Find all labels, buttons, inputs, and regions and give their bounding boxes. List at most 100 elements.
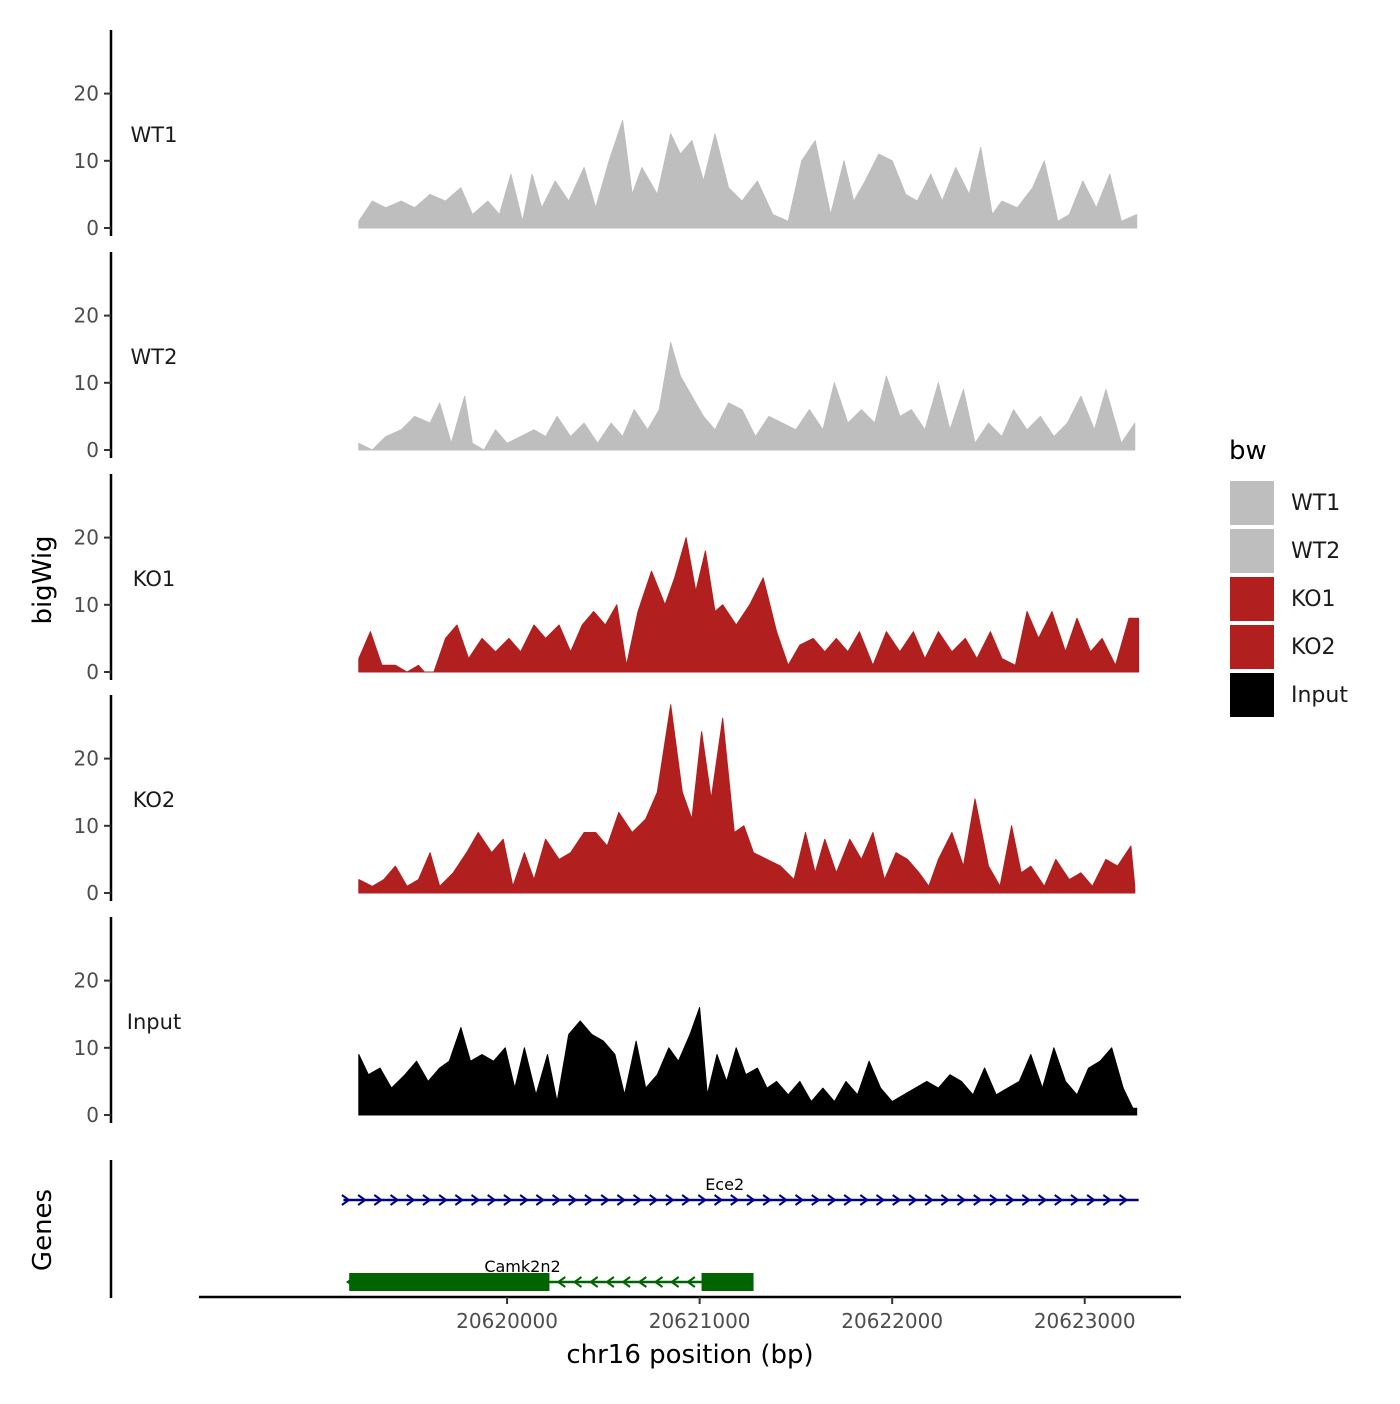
y-tick-label: 0 bbox=[86, 881, 99, 905]
strand-chevron bbox=[811, 1194, 821, 1206]
legend-swatch-wt2 bbox=[1228, 527, 1276, 575]
legend-label-wt1: WT1 bbox=[1291, 491, 1340, 516]
legend-label-wt2: WT2 bbox=[1291, 539, 1340, 564]
legend: bw WT1 WT2 KO1 KO2 Input bbox=[1228, 436, 1348, 719]
strand-chevron bbox=[1070, 1194, 1080, 1206]
strand-chevron bbox=[389, 1194, 400, 1206]
track-label: KO1 bbox=[133, 567, 176, 591]
exon-block bbox=[349, 1273, 550, 1291]
legend-title: bw bbox=[1229, 436, 1267, 466]
signal-tracks: 0 10 20 WT1 0 10 20 WT2 0 10 20 KO1 0 10 20 KO2 0 10 20 Inp… bbox=[74, 30, 1140, 1127]
track-ko2: 0 10 20 KO2 bbox=[74, 695, 1136, 905]
y-tick-label: 20 bbox=[74, 969, 99, 993]
track-label: Input bbox=[127, 1010, 181, 1034]
strand-chevron bbox=[572, 1276, 583, 1288]
gene-name-label: Ece2 bbox=[705, 1175, 744, 1194]
strand-chevron bbox=[973, 1194, 983, 1206]
track-input: 0 10 20 Input bbox=[74, 917, 1138, 1127]
y-tick-label: 0 bbox=[86, 1103, 99, 1127]
strand-chevron bbox=[1005, 1194, 1015, 1206]
strand-chevron bbox=[730, 1194, 740, 1206]
legend-swatch-wt1 bbox=[1228, 479, 1276, 527]
strand-chevron bbox=[470, 1194, 481, 1206]
strand-chevron bbox=[1054, 1194, 1064, 1206]
x-axis-title: chr16 position (bp) bbox=[566, 1340, 813, 1370]
strand-chevron bbox=[551, 1194, 562, 1206]
strand-chevron bbox=[924, 1194, 934, 1206]
strand-chevron bbox=[1102, 1194, 1113, 1206]
strand-chevron bbox=[843, 1194, 853, 1206]
strand-chevron bbox=[859, 1194, 870, 1206]
y-axis-title: bigWig bbox=[28, 535, 58, 624]
legend-label-ko1: KO1 bbox=[1291, 587, 1336, 612]
y-tick-label: 20 bbox=[74, 304, 99, 328]
strand-chevron bbox=[519, 1194, 529, 1206]
legend-label-input: Input bbox=[1291, 683, 1348, 708]
strand-chevron bbox=[503, 1194, 513, 1206]
gene-ece2: Ece2 bbox=[341, 1175, 1139, 1206]
strand-chevron bbox=[940, 1194, 951, 1206]
strand-chevron bbox=[588, 1276, 599, 1288]
strand-chevron bbox=[713, 1194, 724, 1206]
gene-name-label: Camk2n2 bbox=[484, 1257, 560, 1276]
strand-chevron bbox=[989, 1194, 999, 1206]
x-tick-label: 20623000 bbox=[1034, 1309, 1136, 1333]
strand-chevron bbox=[778, 1194, 789, 1206]
y-tick-label: 20 bbox=[74, 82, 99, 106]
strand-chevron bbox=[632, 1194, 643, 1206]
strand-chevron bbox=[556, 1276, 566, 1288]
track-wt2: 0 10 20 WT2 bbox=[74, 252, 1136, 462]
strand-chevron bbox=[621, 1276, 631, 1288]
track-label: WT2 bbox=[131, 345, 178, 369]
strand-chevron bbox=[1037, 1194, 1048, 1206]
x-axis: 20620000 20621000 20622000 20623000 chr16 p… bbox=[199, 1295, 1181, 1370]
y-tick-label: 20 bbox=[74, 526, 99, 550]
gene-camk2n2: Camk2n2 bbox=[345, 1257, 754, 1291]
strand-chevron bbox=[686, 1276, 696, 1288]
x-tick-label: 20622000 bbox=[841, 1309, 943, 1333]
strand-chevron bbox=[373, 1194, 384, 1206]
strand-chevron bbox=[746, 1194, 756, 1206]
strand-chevron bbox=[568, 1194, 578, 1206]
strand-chevron bbox=[875, 1194, 886, 1206]
strand-chevron bbox=[341, 1194, 351, 1206]
y-tick-label: 0 bbox=[86, 216, 99, 240]
signal-area-ko1 bbox=[358, 537, 1140, 673]
strand-chevron bbox=[487, 1194, 497, 1206]
gene-models: Ece2 Camk2n2 bbox=[341, 1175, 1139, 1291]
strand-chevron bbox=[794, 1194, 805, 1206]
x-tick-label: 20620000 bbox=[456, 1309, 558, 1333]
strand-chevron bbox=[605, 1276, 615, 1288]
genes-axis-title: Genes bbox=[28, 1189, 58, 1271]
track-wt1: 0 10 20 WT1 bbox=[74, 30, 1138, 240]
y-tick-label: 10 bbox=[74, 814, 99, 838]
y-tick-label: 10 bbox=[74, 371, 99, 395]
strand-chevron bbox=[956, 1194, 967, 1206]
strand-chevron bbox=[1086, 1194, 1096, 1206]
strand-chevron bbox=[649, 1194, 659, 1206]
strand-chevron bbox=[406, 1194, 416, 1206]
strand-chevron bbox=[908, 1194, 918, 1206]
x-tick-label: 20621000 bbox=[649, 1309, 751, 1333]
strand-chevron bbox=[1118, 1194, 1129, 1206]
strand-chevron bbox=[697, 1194, 708, 1206]
genes-panel: Genes Ece2 Camk2n2 bbox=[28, 1160, 1139, 1298]
exon-block bbox=[701, 1273, 754, 1291]
strand-chevron bbox=[422, 1194, 432, 1206]
signal-area-wt1 bbox=[358, 120, 1138, 229]
strand-chevron bbox=[535, 1194, 546, 1206]
legend-swatch-input bbox=[1228, 671, 1276, 719]
x-axis-ticks: 20620000 20621000 20622000 20623000 bbox=[456, 1297, 1136, 1333]
track-ko1: 0 10 20 KO1 bbox=[74, 474, 1140, 684]
strand-chevron bbox=[600, 1194, 610, 1206]
strand-chevron bbox=[438, 1194, 448, 1206]
strand-chevron bbox=[454, 1194, 465, 1206]
strand-chevron bbox=[762, 1194, 772, 1206]
y-tick-label: 0 bbox=[86, 438, 99, 462]
strand-chevron bbox=[616, 1194, 627, 1206]
legend-swatch-ko2 bbox=[1228, 623, 1276, 671]
y-tick-label: 20 bbox=[74, 747, 99, 771]
y-tick-label: 0 bbox=[86, 660, 99, 684]
